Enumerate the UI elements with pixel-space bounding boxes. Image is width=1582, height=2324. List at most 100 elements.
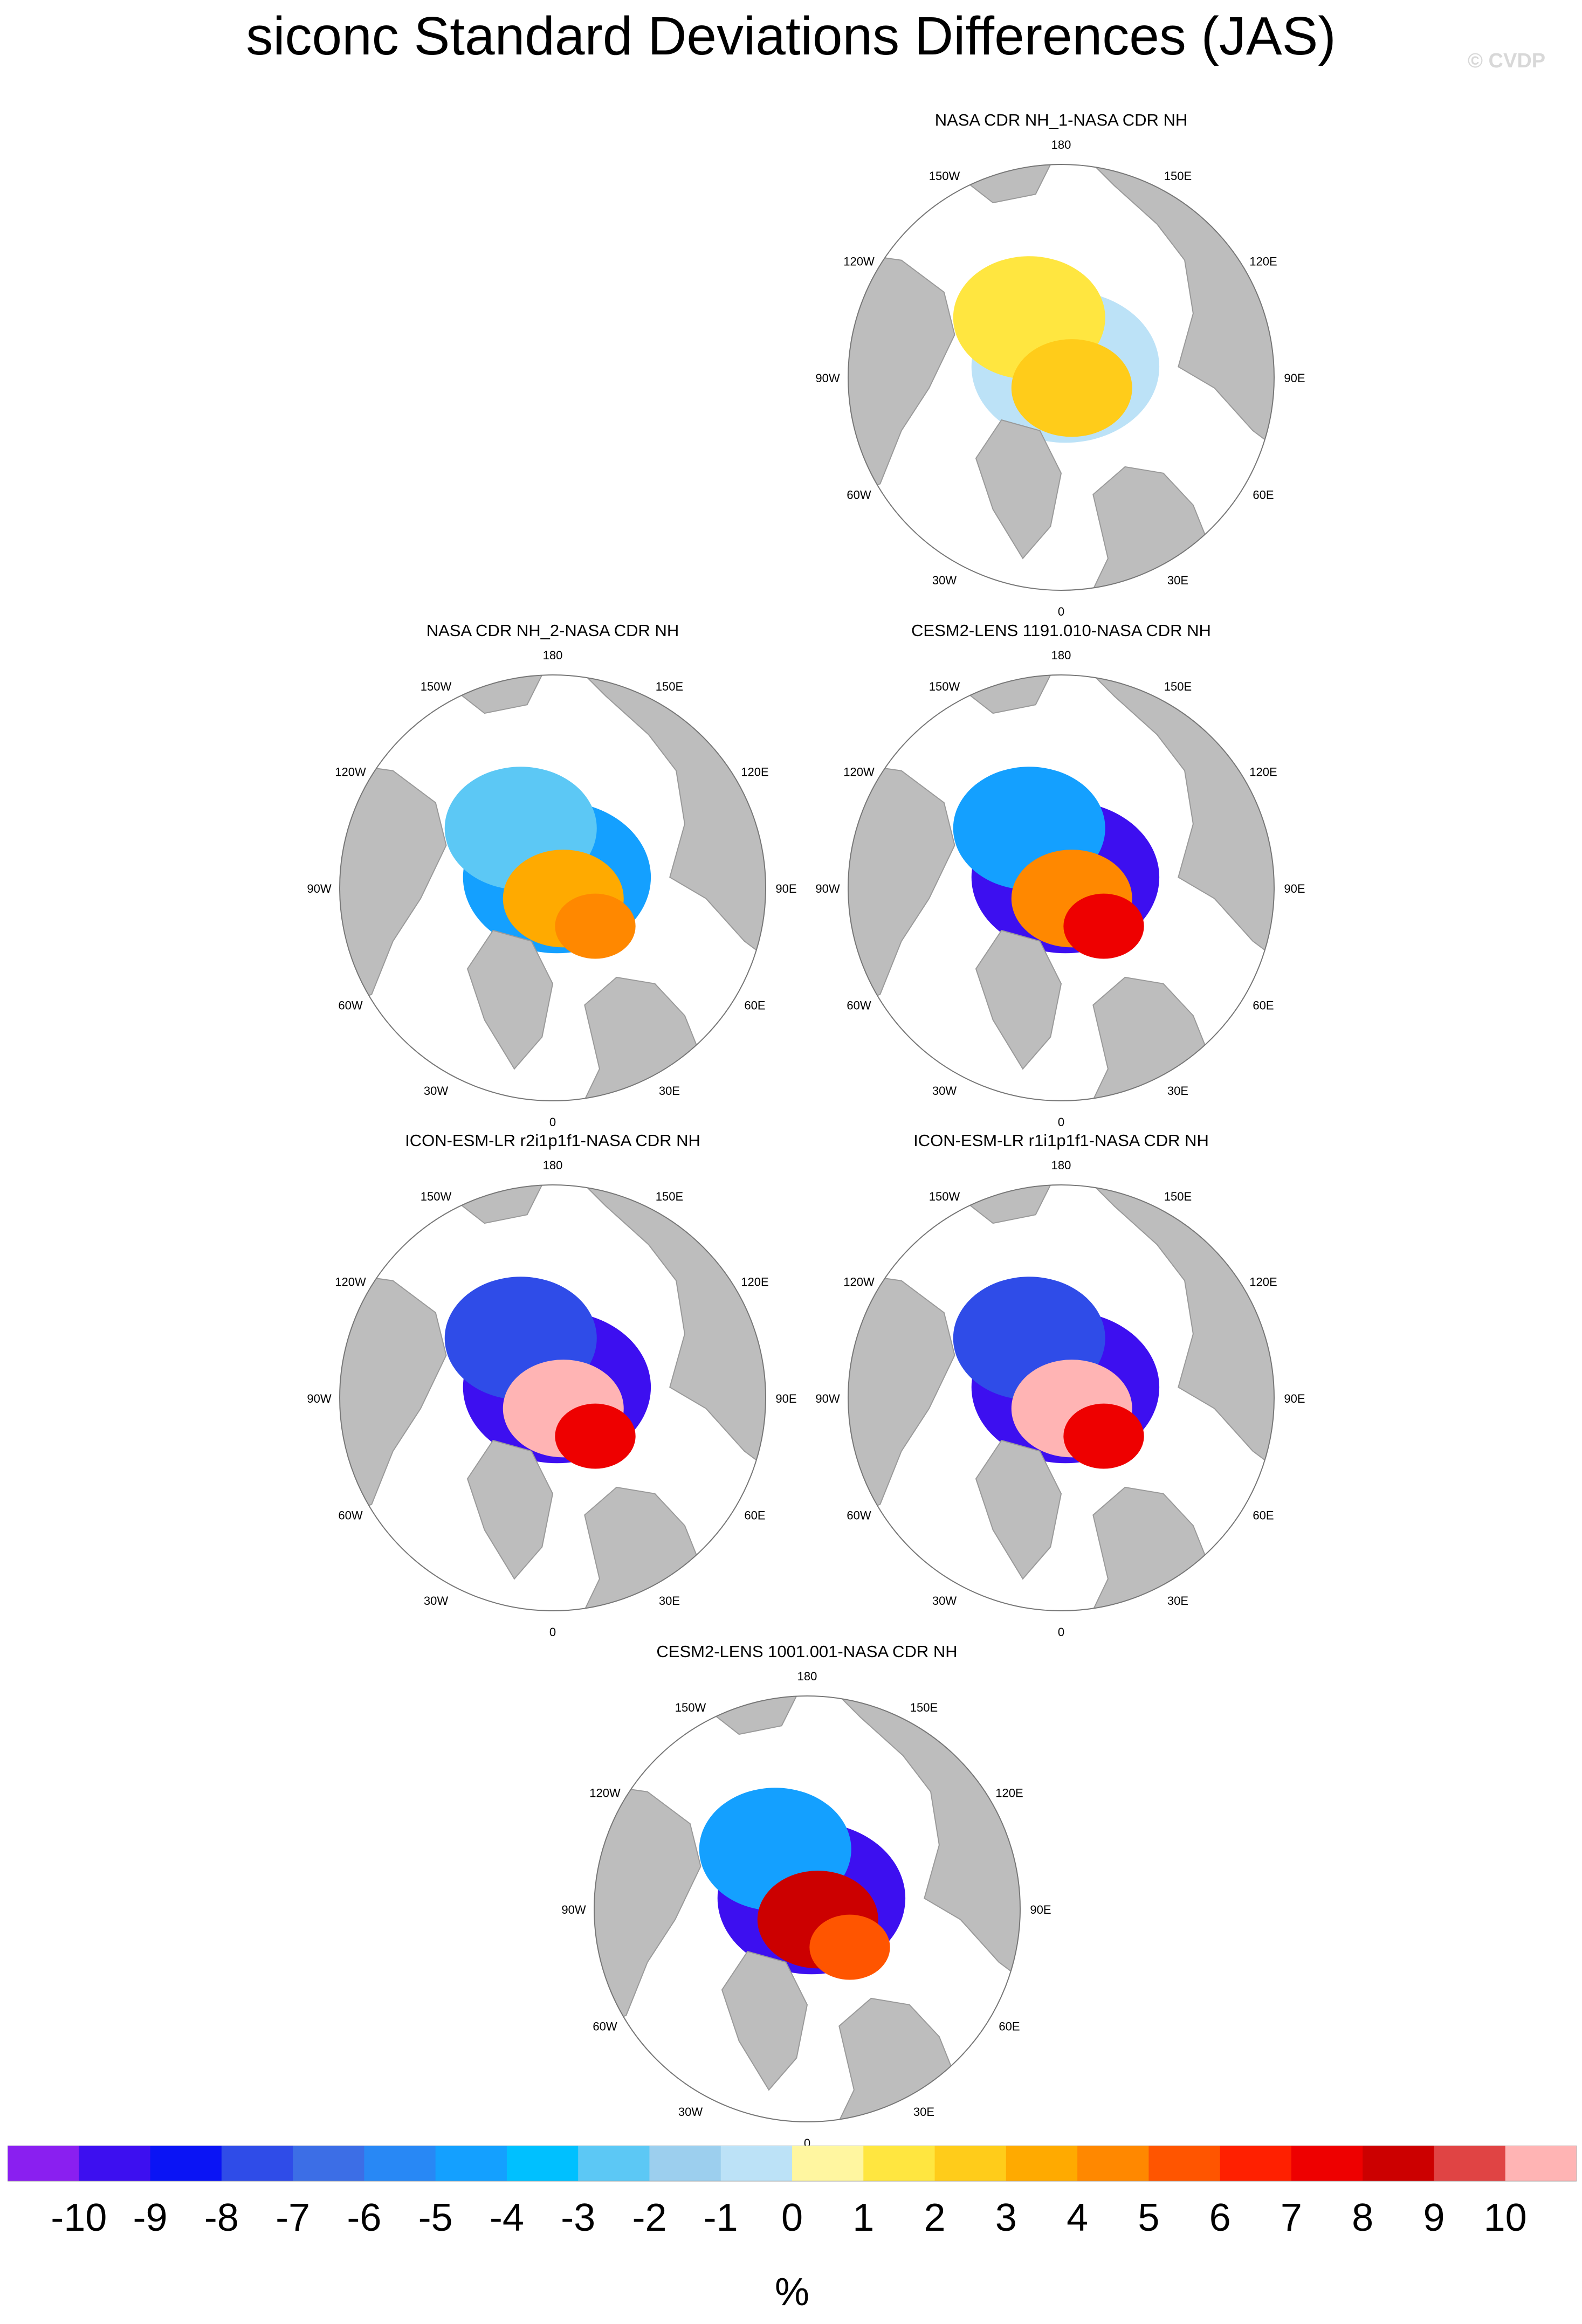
colorbar-tick-label: -1 (704, 2196, 738, 2239)
colorbar-swatch (435, 2146, 507, 2181)
longitude-label: 0 (1058, 1115, 1064, 1129)
longitude-label: 150W (421, 680, 452, 693)
longitude-label: 0 (1058, 1625, 1064, 1639)
map-boundary (848, 674, 1275, 1101)
longitude-label: 120E (1249, 1275, 1277, 1289)
land-mass (848, 249, 955, 506)
longitude-label: 60E (1253, 488, 1274, 502)
colorbar-swatch (863, 2146, 936, 2181)
longitude-label: 120W (843, 1275, 875, 1289)
longitude-label: 120W (335, 1275, 366, 1289)
longitude-label: 30W (932, 574, 957, 587)
colorbar-swatch (1434, 2146, 1506, 2181)
map-boundary (848, 1184, 1275, 1611)
colorbar-tick-label: -9 (133, 2196, 167, 2239)
colorbar-swatch (221, 2146, 293, 2181)
longitude-label: 150W (421, 1190, 452, 1203)
colorbar-swatch (8, 2146, 79, 2181)
colorbar-tick-label: -5 (418, 2196, 453, 2239)
anomaly-region (555, 1403, 636, 1469)
map-boundary (593, 1695, 1021, 2122)
colorbar-tick-label: 3 (995, 2196, 1017, 2239)
longitude-label: 120W (589, 1787, 621, 1800)
longitude-label: 60E (744, 1509, 765, 1522)
longitude-label: 150E (656, 680, 683, 693)
longitude-label: 180 (1051, 1158, 1071, 1172)
longitude-label: 0 (1058, 605, 1064, 618)
anomaly-region (809, 1914, 890, 1980)
colorbar-swatch (1077, 2146, 1149, 2181)
longitude-label: 120E (1249, 766, 1277, 779)
colorbar-tick-label: -8 (204, 2196, 239, 2239)
longitude-label: 0 (549, 1625, 556, 1639)
longitude-label: 60W (847, 1509, 871, 1522)
map-boundary (848, 164, 1275, 591)
longitude-label: 90E (1284, 1392, 1305, 1405)
longitude-label: 60W (338, 1509, 362, 1522)
colorbar-swatch (293, 2146, 364, 2181)
longitude-label: 60W (593, 2020, 617, 2033)
longitude-label: 30W (424, 1594, 448, 1608)
longitude-label: 90E (1284, 882, 1305, 895)
colorbar-swatch (150, 2146, 222, 2181)
map-panel: NASA CDR NH_1-NASA CDR NH 180 150E 120E 90E 6… (792, 111, 1331, 623)
colorbar-tick-label: 4 (1067, 2196, 1088, 2239)
colorbar-tick-label: -3 (561, 2196, 595, 2239)
longitude-label: 30E (1167, 1084, 1188, 1098)
colorbar: -10 -9 -8 -7 -6 -5 -4 -3 -2 -1 0 1 2 3 4 5 6 7 8 9 10% (8, 2146, 1577, 2313)
longitude-label: 60W (847, 999, 871, 1012)
longitude-label: 90W (307, 1392, 331, 1405)
longitude-label: 30E (1167, 574, 1188, 587)
longitude-label: 60W (338, 999, 362, 1012)
longitude-label: 30W (678, 2105, 702, 2119)
longitude-label: 30E (659, 1084, 680, 1098)
longitude-label: 90W (815, 882, 840, 895)
longitude-label: 60E (1253, 1509, 1274, 1522)
colorbar-swatch (578, 2146, 650, 2181)
longitude-label: 150W (675, 1701, 706, 1714)
colorbar-tick-label: -4 (490, 2196, 524, 2239)
colorbar-tick-label: -10 (51, 2196, 107, 2239)
colorbar-tick-label: 7 (1281, 2196, 1302, 2239)
longitude-label: 120W (843, 255, 875, 268)
longitude-label: 120E (741, 1275, 768, 1289)
map-panel: CESM2-LENS 1191.010-NASA CDR NH 180 150E 12… (792, 621, 1331, 1133)
colorbar-swatch (1006, 2146, 1078, 2181)
longitude-label: 150W (929, 1190, 960, 1203)
colorbar-swatch (79, 2146, 151, 2181)
longitude-label: 150E (1164, 1190, 1192, 1203)
map-panel: CESM2-LENS 1001.001-NASA CDR NH 180 150E 12… (538, 1642, 1077, 2154)
page-title: siconc Standard Deviations Differences (… (246, 6, 1336, 66)
polar-map: 180 150E 120E 90E 60E 30E 0 30W 60W 90W 120W 150W (815, 138, 1305, 618)
colorbar-swatch (506, 2146, 579, 2181)
polar-map: 180 150E 120E 90E 60E 30E 0 30W 60W 90W 120W 150W (307, 1158, 796, 1639)
longitude-label: 120W (335, 766, 366, 779)
panel-title: ICON-ESM-LR r2i1p1f1-NASA CDR NH (405, 1131, 700, 1150)
colorbar-swatch (1220, 2146, 1292, 2181)
colorbar-swatch (649, 2146, 721, 2181)
longitude-label: 180 (1051, 649, 1071, 662)
longitude-label: 90W (815, 371, 840, 385)
longitude-label: 90E (775, 1392, 796, 1405)
colorbar-swatch (1148, 2146, 1221, 2181)
colorbar-swatch (364, 2146, 436, 2181)
longitude-label: 180 (543, 649, 563, 662)
longitude-label: 150E (656, 1190, 683, 1203)
colorbar-tick-label: 2 (924, 2196, 945, 2239)
anomaly-region (1011, 339, 1132, 437)
polar-map: 180 150E 120E 90E 60E 30E 0 30W 60W 90W 120W 150W (815, 1158, 1305, 1639)
longitude-label: 60E (744, 999, 765, 1012)
longitude-label: 180 (1051, 138, 1071, 151)
polar-map: 180 150E 120E 90E 60E 30E 0 30W 60W 90W 120W 150W (815, 649, 1305, 1129)
longitude-label: 30E (913, 2105, 934, 2119)
longitude-label: 90E (775, 882, 796, 895)
longitude-label: 0 (549, 1115, 556, 1129)
map-panel: NASA CDR NH_2-NASA CDR NH 180 150E 120E 90E 6… (283, 621, 822, 1133)
longitude-label: 60E (999, 2020, 1020, 2033)
longitude-label: 120E (1249, 255, 1277, 268)
longitude-label: 180 (543, 1158, 563, 1172)
land-mass (466, 1439, 554, 1580)
longitude-label: 90W (307, 882, 331, 895)
colorbar-unit-label: % (775, 2271, 809, 2313)
anomaly-region (1063, 1403, 1144, 1469)
